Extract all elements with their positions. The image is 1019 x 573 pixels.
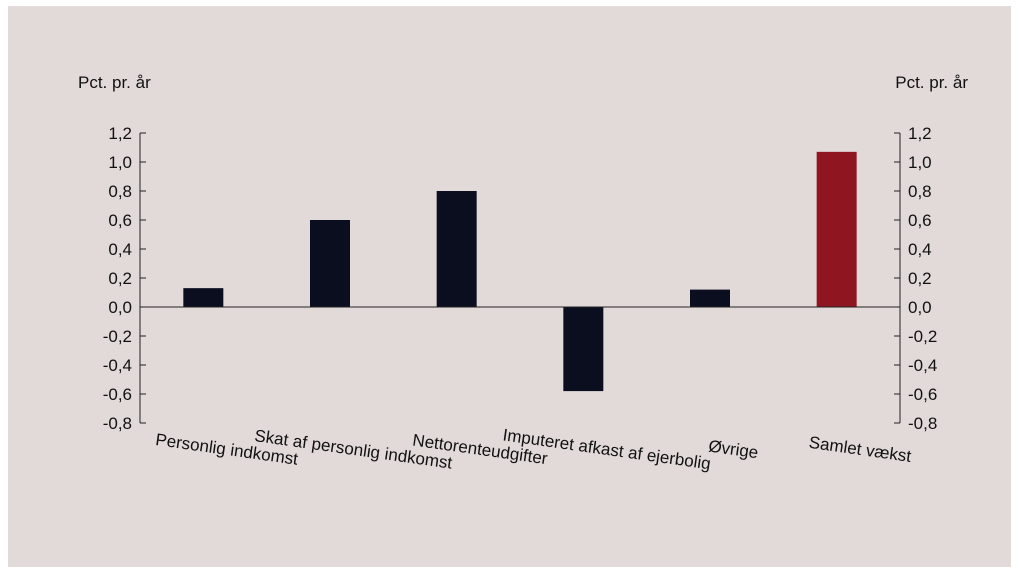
bar-chart: Pct. pr. år Pct. pr. år 1,2 1,2 1,0 1,0 0,8 0… xyxy=(8,6,1011,567)
left-tick-label: 1,0 xyxy=(108,153,132,172)
right-tick-label: 0,8 xyxy=(908,182,932,201)
left-tick-label: 0,0 xyxy=(108,298,132,317)
left-tick-label: 0,4 xyxy=(108,240,132,259)
bar-5 xyxy=(816,151,857,307)
right-tick-label: -0,8 xyxy=(908,414,937,433)
left-tick-label: -0,6 xyxy=(103,385,132,404)
chart-background xyxy=(8,6,1011,567)
bar-2 xyxy=(436,191,477,307)
left-tick-label: 0,6 xyxy=(108,211,132,230)
right-tick-label: 1,2 xyxy=(908,124,932,143)
right-tick-label: 0,0 xyxy=(908,298,932,317)
right-tick-label: 0,2 xyxy=(908,269,932,288)
bar-1 xyxy=(310,220,350,307)
left-tick-label: 1,2 xyxy=(108,124,132,143)
right-tick-label: -0,6 xyxy=(908,385,937,404)
left-tick-label: 0,2 xyxy=(108,269,132,288)
right-tick-label: -0,4 xyxy=(908,356,937,375)
right-tick-label: -0,2 xyxy=(908,327,937,346)
right-tick-label: 0,6 xyxy=(908,211,932,230)
right-tick-label: 1,0 xyxy=(908,153,932,172)
left-tick-label: -0,4 xyxy=(103,356,132,375)
chart-panel: Pct. pr. år Pct. pr. år 1,2 1,2 1,0 1,0 0,8 0… xyxy=(8,6,1011,567)
left-tick-label: -0,8 xyxy=(103,414,132,433)
bar-0 xyxy=(183,288,224,307)
bar-4 xyxy=(690,289,730,307)
left-axis-label: Pct. pr. år xyxy=(78,73,151,92)
right-axis-label: Pct. pr. år xyxy=(895,73,968,92)
left-tick-label: -0,2 xyxy=(103,327,132,346)
right-tick-label: 0,4 xyxy=(908,240,932,259)
bar-3 xyxy=(563,307,604,392)
left-tick-label: 0,8 xyxy=(108,182,132,201)
